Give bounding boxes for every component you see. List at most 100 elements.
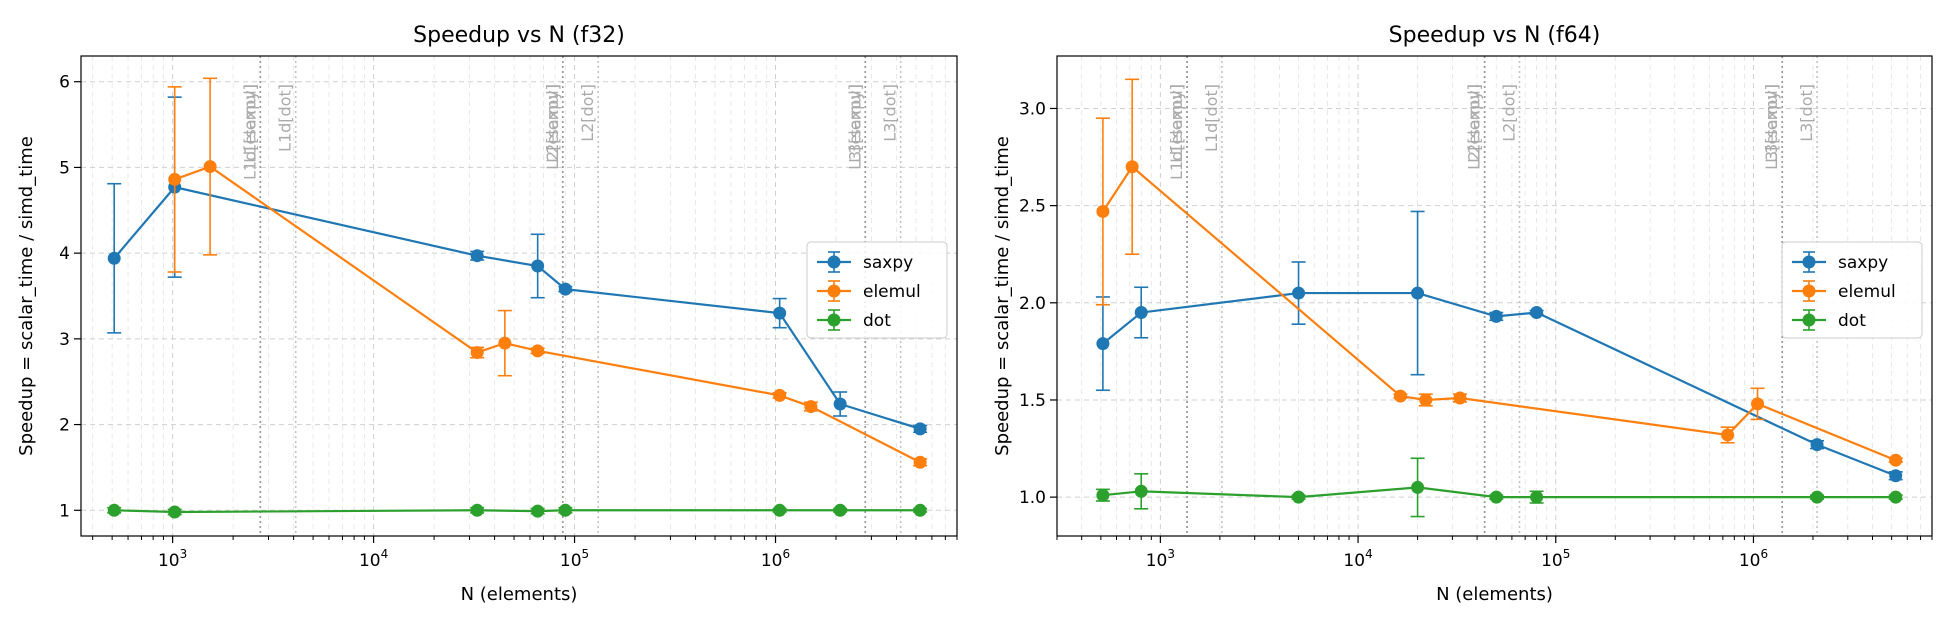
cache-label: L2[saxpy] [1465, 84, 1484, 163]
data-point [1530, 306, 1544, 320]
y-tick-label: 3 [59, 330, 70, 350]
data-point [558, 282, 572, 296]
legend-label: saxpy [863, 253, 913, 273]
data-point [1134, 306, 1148, 320]
data-point [1530, 490, 1544, 504]
cache-label: L2[dot] [1499, 84, 1518, 142]
series-elemul [1095, 78, 1903, 467]
plot-frame [1056, 55, 1933, 537]
data-point [1889, 453, 1903, 467]
legend-label: dot [1838, 311, 1866, 331]
data-point [833, 503, 847, 517]
data-point [531, 259, 545, 273]
chart-title: Speedup vs N (f32) [413, 23, 625, 48]
data-point [773, 503, 787, 517]
series-line [1101, 165, 1897, 462]
series-line [1102, 291, 1897, 477]
data-point [1134, 484, 1148, 498]
series-line [114, 509, 921, 514]
data-point [1411, 286, 1425, 300]
cache-label: L1d[elemul] [1167, 84, 1186, 180]
cache-label: L2[elemul] [1465, 84, 1484, 170]
cache-label: L3[elemul] [1762, 84, 1781, 170]
data-point [773, 388, 787, 402]
data-point [1889, 490, 1903, 504]
data-point [531, 504, 545, 518]
y-axis-label: Speedup = scalar_time / simd_time [992, 136, 1013, 456]
legend: saxpy elemul dot [806, 241, 948, 339]
data-point [107, 251, 121, 265]
series-saxpy [107, 96, 928, 436]
cache-label: L1d[dot] [1202, 84, 1221, 152]
data-point [1411, 480, 1425, 494]
cache-label: L3[elemul] [845, 84, 864, 170]
x-tick-label: 106 [761, 547, 790, 571]
data-point [913, 503, 927, 517]
data-point [913, 422, 927, 436]
x-tick-label: 105 [1541, 547, 1570, 571]
y-tick-label: 1 [59, 501, 70, 521]
data-point [203, 160, 217, 174]
y-tick-label: 1.5 [1019, 391, 1046, 411]
cache-label: L3[saxpy] [1762, 84, 1781, 163]
data-point [498, 336, 512, 350]
chart-title: Speedup vs N (f64) [1389, 23, 1601, 48]
x-axis-label: N (elements) [461, 584, 578, 605]
y-axis-label: Speedup = scalar_time / simd_time [16, 136, 37, 456]
data-point [1889, 469, 1903, 483]
y-tick-label: 2.5 [1019, 197, 1046, 217]
series-elemul [167, 77, 928, 469]
legend-box [806, 241, 948, 339]
legend-marker [827, 255, 841, 269]
data-point [107, 503, 121, 517]
legend-label: elemul [1838, 282, 1896, 302]
y-tick-label: 1.0 [1019, 488, 1046, 508]
data-point [1292, 286, 1306, 300]
data-point [1393, 389, 1407, 403]
cache-label: L1[saxpy] [1167, 84, 1186, 163]
data-point [470, 503, 484, 517]
cache-label: L2[dot] [578, 84, 597, 142]
series-dot [1095, 457, 1903, 518]
data-point [1810, 490, 1824, 504]
cache-label: L1d[elemul] [240, 84, 259, 180]
legend-box [1781, 241, 1923, 339]
data-point [1489, 309, 1503, 323]
data-point [531, 344, 545, 358]
x-tick-label: 106 [1739, 547, 1768, 571]
legend-marker [827, 284, 841, 298]
series-line [1102, 486, 1896, 499]
cache-label: L1[saxpy] [240, 84, 259, 163]
legend-label: elemul [863, 282, 921, 302]
data-point [470, 249, 484, 263]
data-point [168, 172, 182, 186]
data-point [913, 455, 927, 469]
legend-marker [827, 313, 841, 327]
legend: saxpy elemul dot [1781, 241, 1923, 339]
data-point [1096, 204, 1110, 218]
legend-marker [1802, 284, 1816, 298]
data-point [1096, 337, 1110, 351]
cache-label: L2[elemul] [543, 84, 562, 170]
data-point [833, 397, 847, 411]
legend-marker [1802, 313, 1816, 327]
data-point [773, 306, 787, 320]
data-point [1419, 393, 1433, 407]
data-point [1125, 160, 1139, 174]
data-point [804, 400, 818, 414]
data-point [470, 346, 484, 360]
series-saxpy [1095, 210, 1903, 483]
chart-f64: L1[saxpy]L1d[elemul] L1d[dot] L2[saxpy]L2[… [992, 23, 1933, 605]
data-point [1096, 488, 1110, 502]
legend-marker [1802, 255, 1816, 269]
data-point [558, 503, 572, 517]
y-tick-label: 3.0 [1019, 99, 1046, 119]
data-point [1810, 438, 1824, 452]
chart-f32: L1[saxpy]L1d[elemul] L1d[dot] L2[saxpy]L2[… [16, 23, 958, 605]
cache-label: L2[saxpy] [543, 84, 562, 163]
x-axis-label: N (elements) [1436, 584, 1553, 605]
x-tick-label: 103 [158, 547, 187, 571]
data-point [168, 505, 182, 519]
x-tick-label: 103 [1146, 547, 1175, 571]
